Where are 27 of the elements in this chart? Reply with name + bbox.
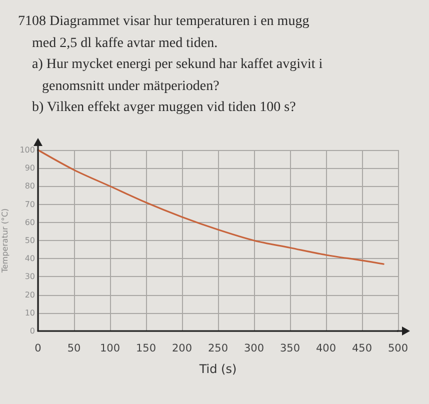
x-tick-label: 450 — [352, 342, 372, 354]
x-tick-label: 500 — [388, 342, 408, 354]
x-tick-label: 150 — [136, 342, 156, 354]
x-tick-label: 100 — [100, 342, 120, 354]
text: b) Vilken effekt avger muggen vid tiden 100 s? — [31, 99, 297, 117]
y-axis-title: Temperatur (°C) — [0, 208, 10, 274]
y-tick-label: 30 — [24, 272, 35, 282]
x-tick-label: 50 — [67, 342, 81, 354]
y-tick-label: 50 — [24, 236, 35, 245]
y-tick-label: 60 — [24, 218, 35, 227]
x-tick-label: 250 — [208, 342, 228, 354]
y-tick-label: 100 — [20, 146, 35, 154]
y-tick-label: 80 — [24, 182, 35, 191]
y-tick-label: 70 — [24, 200, 35, 209]
y-tick-label: 90 — [24, 164, 35, 173]
x-tick-label: 400 — [316, 342, 336, 354]
x-axis-title: Tid (s) — [198, 362, 237, 376]
chart-title: 7108 Diagrammet visar hur temperaturen i en mugg med 2,5 dl kaffe avtar med tiden. — [18, 13, 310, 52]
y-tick-label: 40 — [24, 254, 35, 264]
x-tick-label: 200 — [172, 342, 192, 354]
y-tick-label: 10 — [24, 308, 35, 318]
y-tick-label: 0 — [30, 326, 35, 336]
text: a) Hur mycket energi per sekund har kaffet avgivit i genomsnitt under mätperioden? — [31, 56, 324, 96]
x-tick-label: 350 — [280, 342, 300, 354]
y-tick-label: 20 — [24, 290, 35, 300]
x-tick-label: 300 — [244, 342, 264, 354]
line-series — [37, 149, 384, 265]
